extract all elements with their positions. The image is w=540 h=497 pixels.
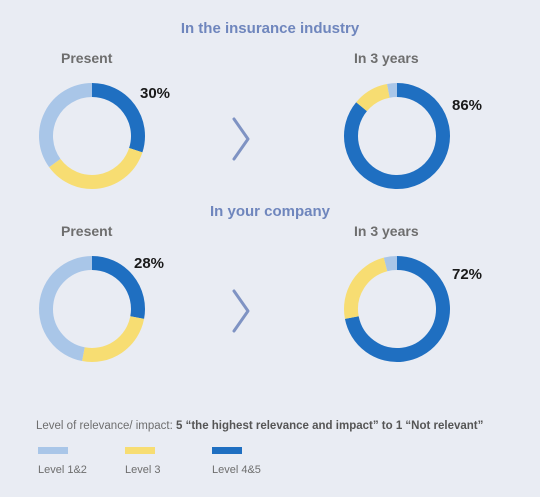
chevron-right-icon [232,117,250,161]
donut-company-3years [344,256,450,362]
pct-label-industry-present: 30% [140,85,171,102]
donut-slice-level12 [383,256,398,272]
pct-label-industry-3years: 86% [452,97,483,114]
legend-swatch-level45 [212,447,242,454]
label-3years-industry: In 3 years [354,50,419,66]
donut-slice-level3 [82,315,145,362]
donut-slice-level3 [344,257,388,319]
donut-industry-present [39,83,145,189]
donut-industry-3years [344,83,450,189]
donut-slice-level12 [387,83,398,98]
chevron-right-icon [232,289,250,333]
pct-label-company-present: 28% [134,255,165,272]
legend-label-level45: Level 4&5 [212,464,261,476]
donut-slice-level3 [49,147,143,189]
legend-label-level12: Level 1&2 [38,464,87,476]
donut-slice-level45 [91,83,145,153]
legend-title-scale: 5 “the highest relevance and impact” to … [176,420,484,432]
legend-title-prefix: Level of relevance/ impact: [36,420,176,432]
section-title-industry: In the insurance industry [180,20,360,37]
donut-slice-level45 [344,83,450,189]
donut-slice-level45 [344,256,450,362]
legend-title: Level of relevance/ impact: 5 “the highe… [36,420,483,432]
legend-swatch-level3 [125,447,155,454]
label-present-company: Present [61,223,113,239]
label-3years-company: In 3 years [354,223,419,239]
donut-slice-level12 [39,83,93,168]
section-title-company: In your company [209,203,331,220]
legend-label-level3: Level 3 [125,464,161,476]
label-present-industry: Present [61,50,113,66]
donut-slice-level3 [356,83,391,112]
donut-slice-level12 [39,256,93,362]
pct-label-company-3years: 72% [452,266,483,283]
donut-slice-level45 [91,256,145,319]
donut-company-present [39,256,145,362]
legend-swatch-level12 [38,447,68,454]
